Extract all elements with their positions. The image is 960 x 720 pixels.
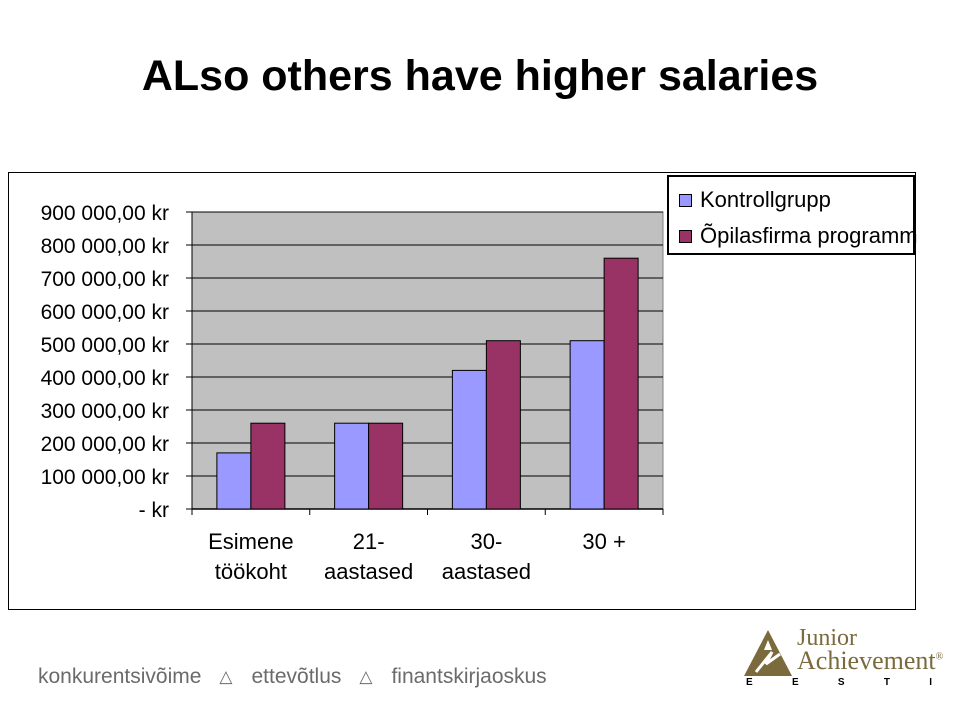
y-tick-label: 600 000,00 kr <box>41 301 169 324</box>
legend-label: Kontrollgrupp <box>700 187 831 212</box>
bar <box>216 452 252 510</box>
footer-item-finantskirjaoskus: finantskirjaoskus <box>391 665 547 688</box>
legend-item-opilasfirma: Õpilasfirma programm <box>679 221 918 251</box>
chart-legend: Kontrollgrupp Õpilasfirma programm <box>667 175 918 255</box>
bar <box>603 257 639 510</box>
y-tick-label: 900 000,00 kr <box>41 202 169 225</box>
logo-letter: I <box>929 677 932 688</box>
legend-swatch <box>679 193 692 207</box>
triangle-outline-icon: △ <box>359 667 373 686</box>
footer-item-konkurentsivoime: konkurentsivõime <box>38 665 202 688</box>
logo-letter: T <box>883 677 890 688</box>
x-tick-label: 21- <box>353 529 385 554</box>
bar <box>368 422 404 510</box>
logo-letter: E <box>791 677 799 688</box>
bar <box>334 422 370 510</box>
y-tick-label: 800 000,00 kr <box>41 235 169 258</box>
bar <box>485 340 521 510</box>
y-tick-label: 400 000,00 kr <box>41 367 169 390</box>
bar <box>451 369 487 510</box>
x-tick-label: aastased <box>324 559 413 584</box>
y-tick-label: 100 000,00 kr <box>41 466 169 489</box>
legend-label: Õpilasfirma programm <box>700 223 918 248</box>
logo-letter: S <box>837 677 845 688</box>
y-tick-label: 500 000,00 kr <box>41 334 169 357</box>
y-tick-label: 700 000,00 kr <box>41 268 169 291</box>
x-tick-label: 30- <box>470 529 502 554</box>
logo-word-junior: Junior <box>797 625 857 651</box>
triangle-outline-icon: △ <box>219 667 233 686</box>
legend-swatch <box>679 229 692 243</box>
logo-letter: E <box>746 677 753 688</box>
junior-achievement-logo: Junior Achievement® E E S T I <box>742 624 943 694</box>
footer-tagline: konkurentsivõime △ ettevõtlus △ finantsk… <box>38 662 547 692</box>
x-tick-label: töökoht <box>215 559 287 584</box>
logo-letters-eesti: E E S T I <box>746 677 932 688</box>
x-tick-label: aastased <box>442 559 531 584</box>
bar <box>250 422 286 510</box>
footer-item-ettevotlus: ettevõtlus <box>251 665 342 688</box>
slide-title: ALso others have higher salaries <box>141 52 819 100</box>
y-tick-label: 200 000,00 kr <box>41 433 169 456</box>
y-tick-label: - kr <box>139 499 169 522</box>
bar <box>569 340 605 510</box>
logo-word-achievement: Achievement® <box>797 646 944 675</box>
legend-item-kontrollgrupp: Kontrollgrupp <box>679 185 831 215</box>
x-tick-label: Esimene <box>208 529 294 554</box>
ja-pyramid-icon <box>744 630 792 676</box>
y-tick-label: 300 000,00 kr <box>41 400 169 423</box>
x-tick-label: 30 + <box>582 529 625 554</box>
bar-chart: - kr 100 000,00 kr 200 000,00 kr 300 000,00… <box>41 202 664 584</box>
